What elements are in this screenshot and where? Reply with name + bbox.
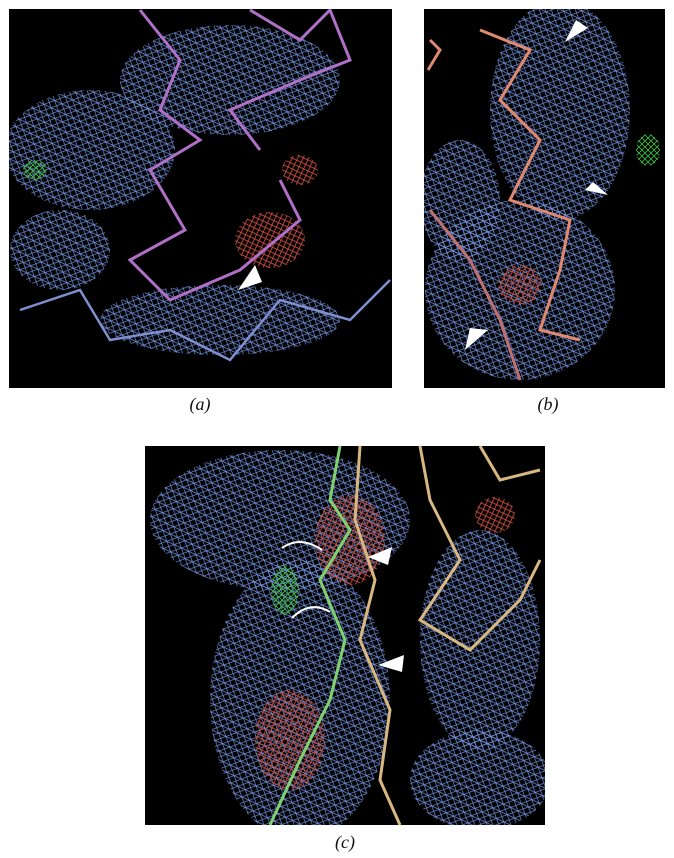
panel-b [420, 0, 665, 388]
figure: (a) (b) [0, 0, 674, 858]
panel-label: (c) [335, 832, 355, 853]
panel-a [5, 9, 392, 388]
page: (a) (b) [0, 0, 674, 858]
panel-label: (b) [538, 394, 559, 415]
panel-label: (a) [190, 394, 211, 415]
panel-c [145, 446, 550, 840]
